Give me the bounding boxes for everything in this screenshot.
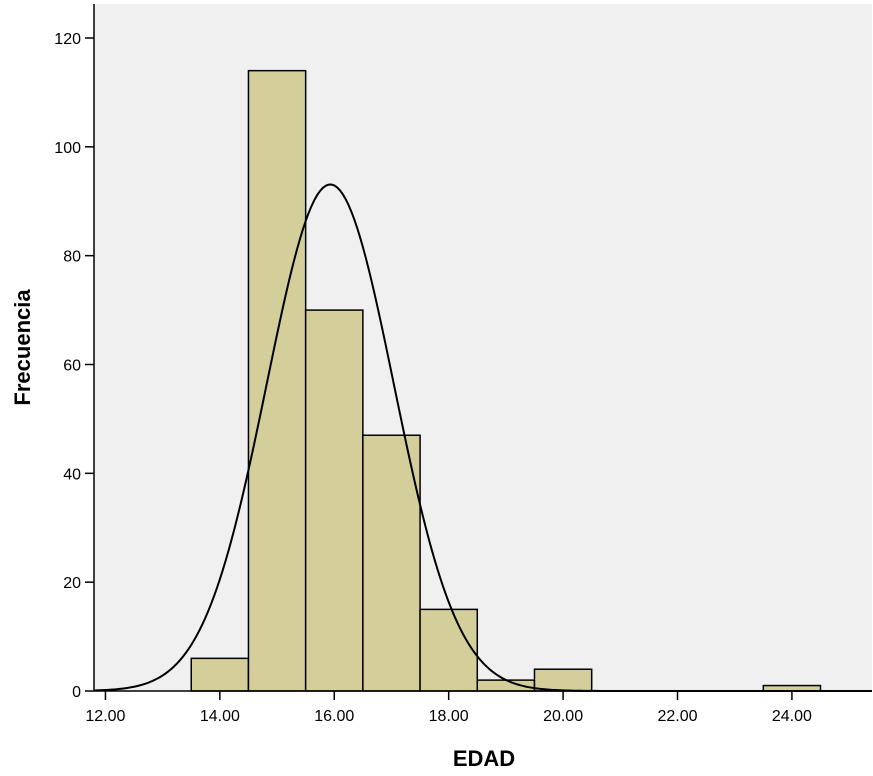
x-tick-label: 12.00 bbox=[85, 708, 125, 725]
x-tick-label: 24.00 bbox=[772, 708, 812, 725]
plot-background bbox=[94, 4, 872, 691]
y-tick-label: 60 bbox=[63, 358, 81, 375]
y-tick-label: 80 bbox=[63, 249, 81, 266]
y-tick-label: 100 bbox=[54, 140, 81, 157]
histogram-bar bbox=[362, 434, 421, 692]
histogram-bar bbox=[304, 309, 364, 692]
x-axis-title: EDAD bbox=[453, 746, 515, 771]
y-tick-label: 0 bbox=[72, 684, 81, 701]
histogram-bar bbox=[476, 679, 536, 692]
y-tick-label: 120 bbox=[54, 31, 81, 48]
histogram-bar bbox=[533, 668, 593, 692]
histogram-bar bbox=[190, 657, 250, 692]
x-tick-label: 20.00 bbox=[543, 708, 583, 725]
y-tick-label: 40 bbox=[63, 466, 81, 483]
y-axis-title: Frecuencia bbox=[10, 289, 35, 406]
x-tick-label: 14.00 bbox=[200, 708, 240, 725]
x-tick-label: 16.00 bbox=[314, 708, 354, 725]
x-tick-label: 18.00 bbox=[429, 708, 469, 725]
y-tick-label: 20 bbox=[63, 575, 81, 592]
histogram-bar bbox=[419, 608, 479, 692]
x-tick-label: 22.00 bbox=[657, 708, 697, 725]
histogram-bar bbox=[247, 69, 307, 692]
